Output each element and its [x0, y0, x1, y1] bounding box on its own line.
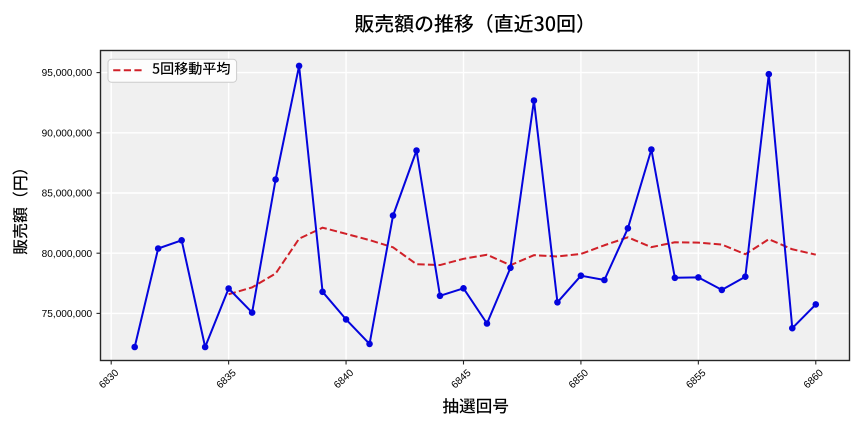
svg-text:75,000,000: 75,000,000	[42, 309, 93, 320]
svg-text:80,000,000: 80,000,000	[42, 249, 93, 260]
svg-text:95,000,000: 95,000,000	[42, 68, 93, 79]
svg-text:85,000,000: 85,000,000	[42, 189, 93, 200]
svg-text:90,000,000: 90,000,000	[42, 128, 93, 139]
